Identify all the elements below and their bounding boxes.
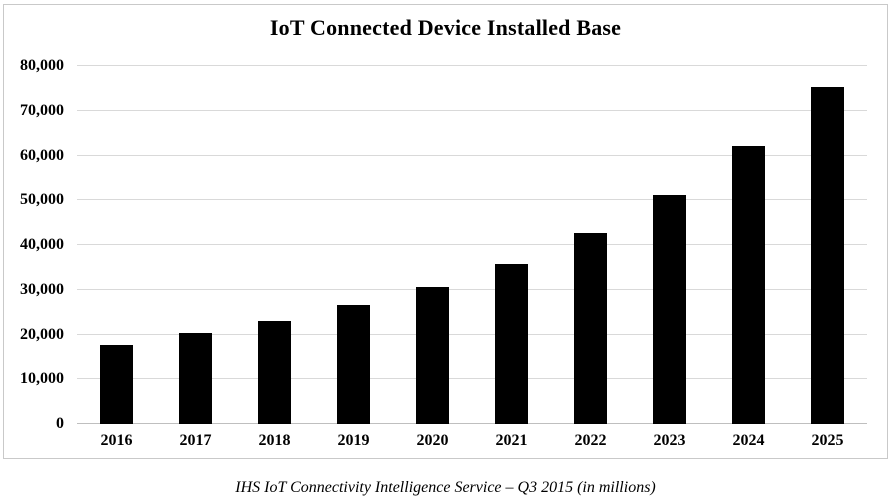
x-tick-label: 2018 xyxy=(258,432,291,449)
gridline xyxy=(77,154,867,156)
bar-2017 xyxy=(179,332,212,424)
bar-2019 xyxy=(337,304,370,424)
x-tick-label: 2017 xyxy=(179,432,212,449)
x-axis-labels: 2016 2017 2018 2019 2020 2021 2022 2023 2024 2025 xyxy=(77,431,867,451)
bar-2021 xyxy=(495,263,528,424)
gridline xyxy=(77,378,867,380)
bar-slot xyxy=(630,66,709,424)
gridline xyxy=(77,333,867,335)
gridlines xyxy=(77,65,867,424)
y-tick-label: 80,000 xyxy=(20,57,64,74)
x-tick-label: 2025 xyxy=(811,432,844,449)
bar-slot xyxy=(472,66,551,424)
gridline xyxy=(77,65,867,66)
x-tick-label: 2023 xyxy=(653,432,686,449)
y-tick-label: 0 xyxy=(56,415,64,432)
x-tick-label: 2016 xyxy=(100,432,133,449)
bar-slot xyxy=(235,66,314,424)
y-tick-label: 40,000 xyxy=(20,236,64,253)
y-tick-label: 70,000 xyxy=(20,101,64,119)
bar-2023 xyxy=(653,195,686,424)
bar-2024 xyxy=(732,146,765,424)
gridline xyxy=(77,199,867,201)
bar-2020 xyxy=(416,286,449,424)
bar-2018 xyxy=(258,320,291,424)
y-tick-label: 10,000 xyxy=(20,370,64,388)
x-axis-line xyxy=(77,423,867,424)
x-tick-label: 2022 xyxy=(574,432,607,449)
gridline xyxy=(77,288,867,290)
bar-2016 xyxy=(100,344,133,424)
x-tick-label: 2020 xyxy=(416,432,449,449)
bar-slot xyxy=(393,66,472,424)
x-tick-label: 2024 xyxy=(732,432,765,449)
bar-slot xyxy=(551,66,630,424)
x-tick-label: 2019 xyxy=(337,432,370,449)
y-tick-label: 20,000 xyxy=(20,325,64,343)
gridline xyxy=(77,109,867,111)
y-tick-label: 50,000 xyxy=(20,191,64,209)
x-tick-label: 2021 xyxy=(495,432,528,449)
bars xyxy=(77,66,867,424)
gridline xyxy=(77,244,867,245)
source-caption: IHS IoT Connectivity Intelligence Servic… xyxy=(235,479,656,496)
y-tick-label: 30,000 xyxy=(20,280,64,298)
bar-slot xyxy=(788,66,867,424)
plot-area xyxy=(77,65,867,424)
bar-slot xyxy=(77,66,156,424)
bar-2022 xyxy=(574,233,607,424)
bar-slot xyxy=(156,66,235,424)
bar-slot xyxy=(314,66,393,424)
bar-slot xyxy=(709,66,788,424)
y-tick-label: 60,000 xyxy=(20,146,64,164)
chart-title: IoT Connected Device Installed Base xyxy=(269,15,622,40)
bar-2025 xyxy=(811,86,844,424)
